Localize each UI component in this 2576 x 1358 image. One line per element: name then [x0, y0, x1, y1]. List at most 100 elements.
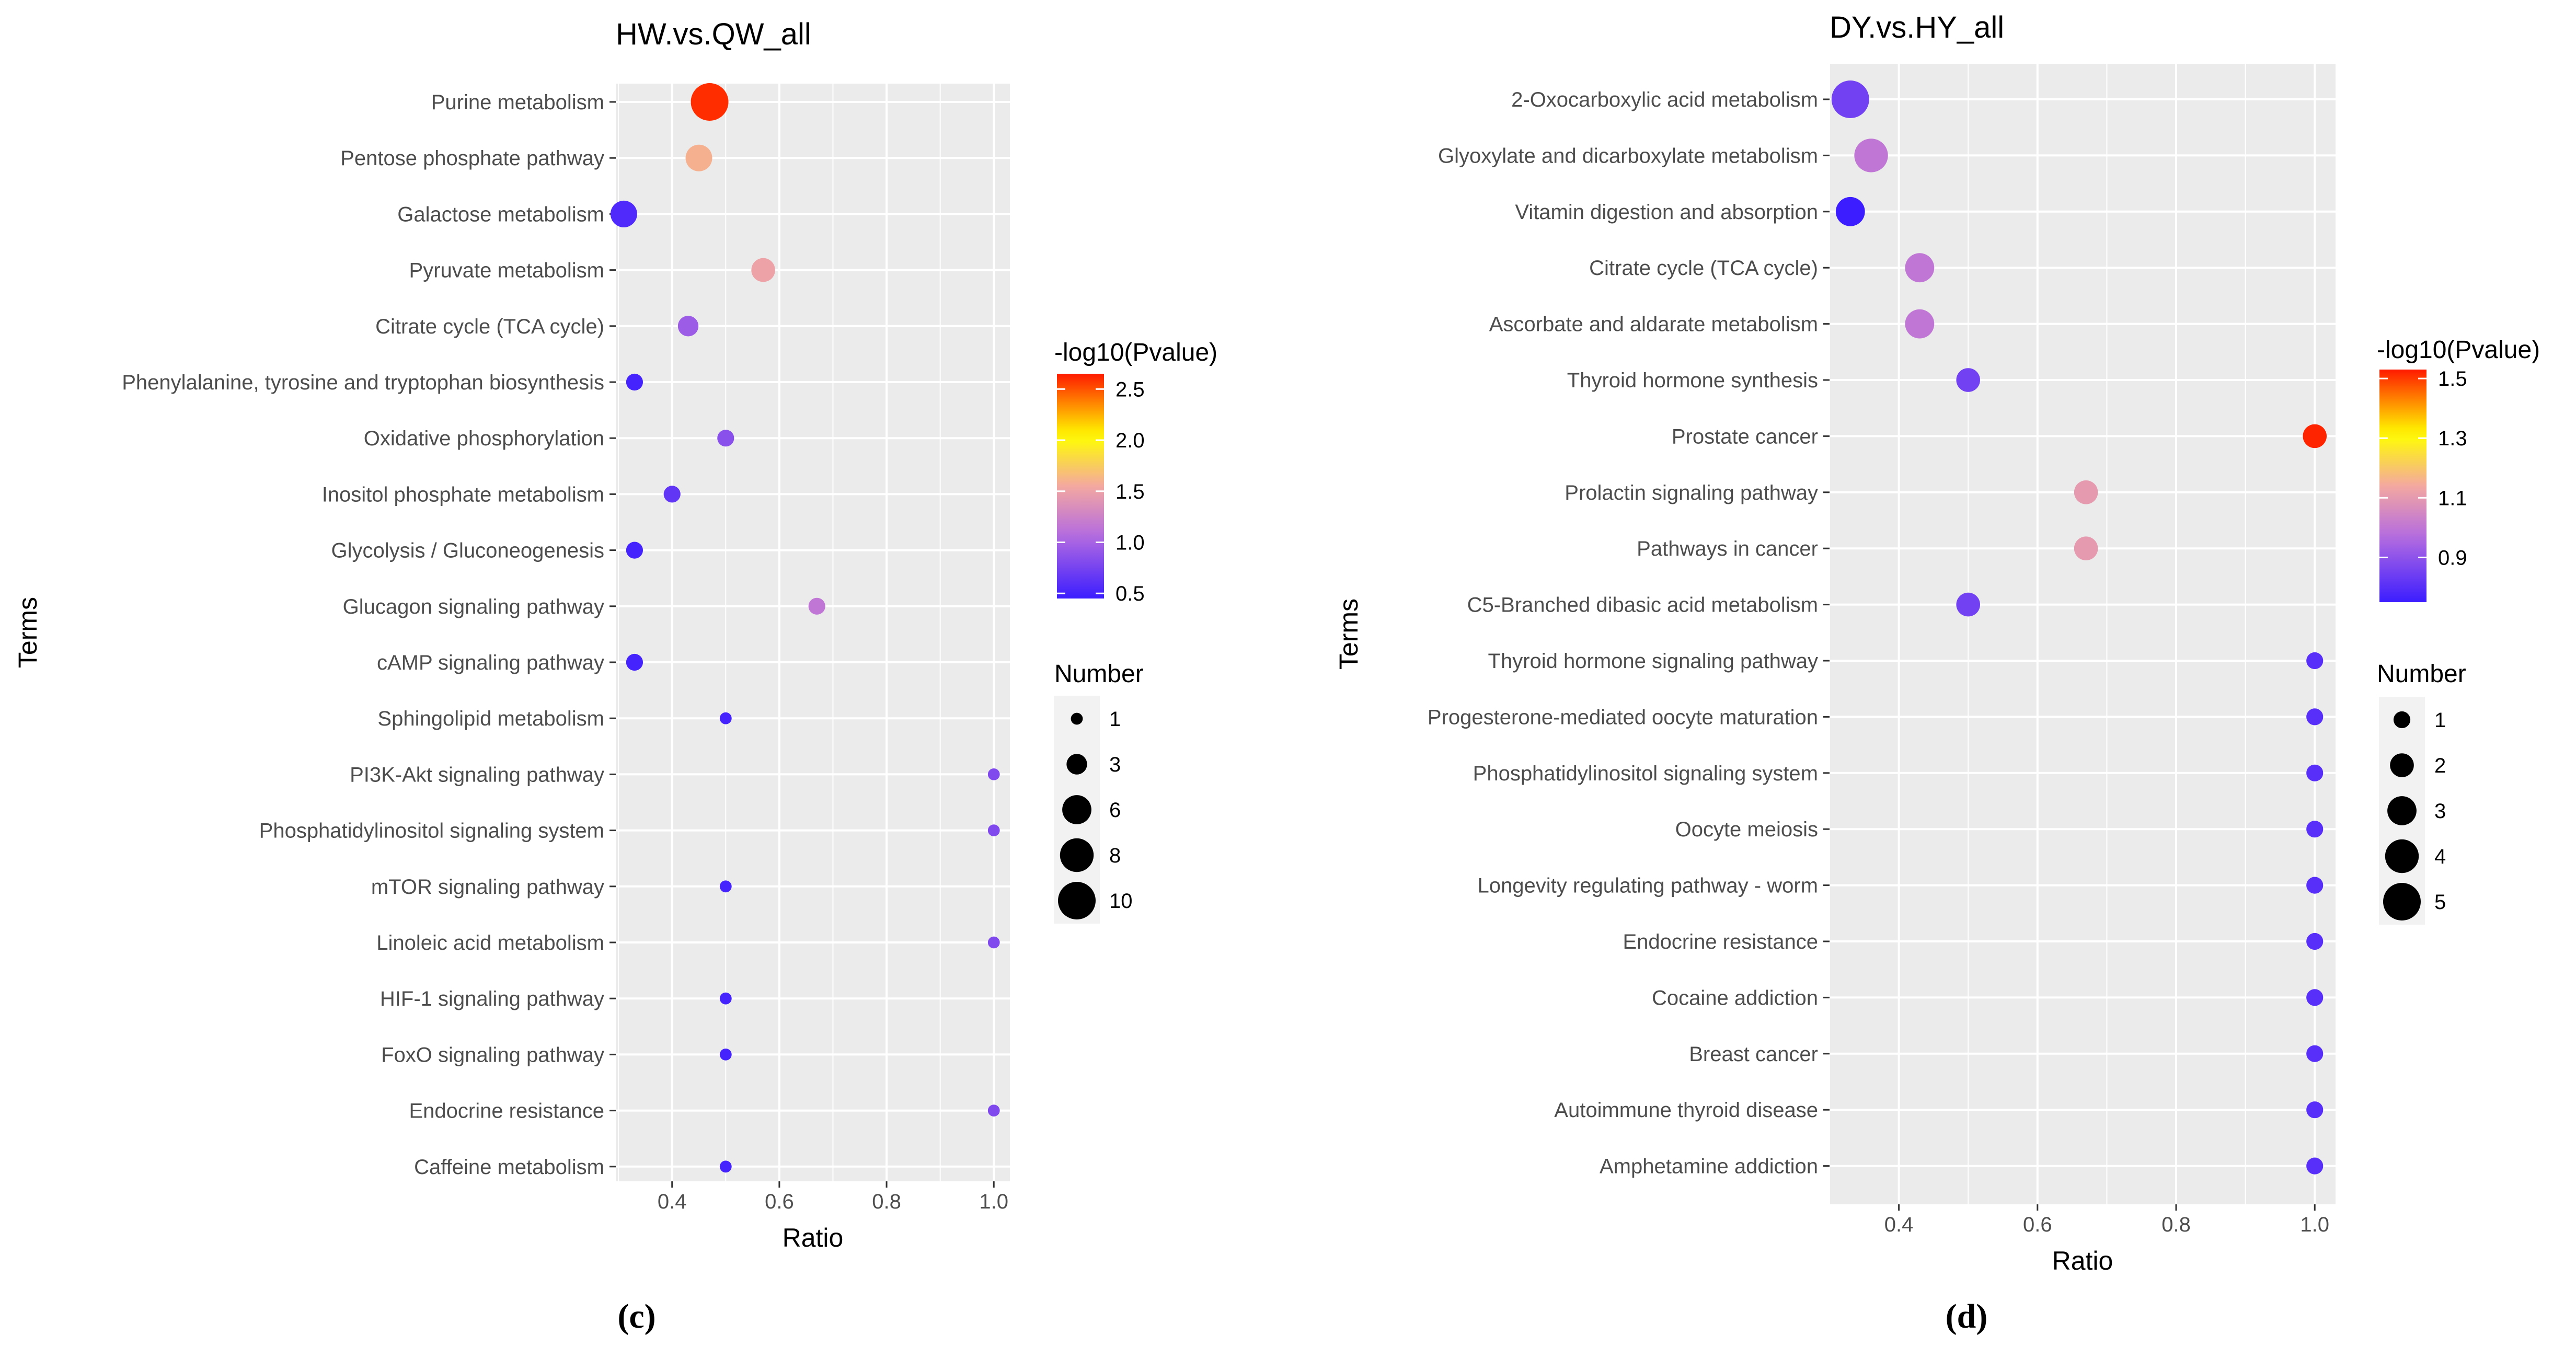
panel-d-data-point	[2306, 821, 2324, 838]
panel-d-data-point	[2306, 764, 2324, 781]
panel-d-data-point	[2306, 1157, 2324, 1175]
panel-d-data-point	[1905, 309, 1935, 339]
panel-d-y-tick-label: 2-Oxocarboxylic acid metabolism	[1511, 88, 1818, 111]
panel-d-data-point	[2306, 652, 2324, 670]
panel-d-y-tick-label: Prostate cancer	[1672, 425, 1818, 448]
panel-d-y-tick-label: Longevity regulating pathway - worm	[1478, 874, 1818, 897]
panel-c-caption: (c)	[617, 1297, 656, 1336]
panel-d-data-point	[2306, 708, 2324, 726]
panel-c-y-tick-label: FoxO signaling pathway	[381, 1043, 604, 1066]
panel-c-y-tick-label: Linoleic acid metabolism	[376, 931, 604, 954]
panel-d-color-bar	[2379, 370, 2426, 602]
panel-c-y-tick-label: Glycolysis / Gluconeogenesis	[331, 539, 604, 562]
panel-c-data-point	[808, 597, 825, 615]
panel-d-x-tick-label: 0.4	[1884, 1213, 1914, 1236]
panel-d-y-tick-label: Cocaine addiction	[1652, 986, 1818, 1009]
panel-d-y-tick-label: Autoimmune thyroid disease	[1554, 1099, 1818, 1122]
panel-d-data-point	[2306, 877, 2324, 894]
panel-d-size-legend-key	[2393, 711, 2411, 729]
panel-c-data-point	[626, 653, 643, 671]
panel-c-x-tick-label: 0.6	[765, 1190, 794, 1213]
panel-d-data-point	[2306, 989, 2324, 1006]
panel-c-plot-background	[616, 84, 1010, 1181]
panel-d-data-point	[1854, 139, 1888, 172]
panel-d-color-bar-tick-label: 0.9	[2438, 546, 2467, 569]
panel-d-size-legend-key	[2390, 753, 2414, 777]
panel-d-size-legend-label: 1	[2434, 709, 2446, 732]
panel-c-data-point	[719, 992, 732, 1005]
panel-c-size-legend-label: 3	[1109, 753, 1121, 776]
panel-c-data-point	[719, 880, 732, 893]
panel-c-size-legend-key	[1066, 754, 1087, 775]
panel-c-data-point	[719, 1049, 732, 1061]
panel-d-data-point	[1831, 80, 1869, 118]
panel-d-color-bar-tick-label: 1.5	[2438, 367, 2467, 390]
panel-c-y-tick-label: Citrate cycle (TCA cycle)	[375, 315, 604, 338]
panel-d-data-point	[2306, 1045, 2324, 1062]
panel-d-size-legend-key	[2385, 839, 2419, 873]
panel-c-color-bar-tick-label: 1.5	[1116, 480, 1145, 503]
panel-d-data-point	[2074, 480, 2098, 504]
panel-d-y-tick-label: Progesterone-mediated oocyte maturation	[1428, 706, 1818, 729]
panel-d-data-point	[2303, 424, 2327, 448]
panel-c-data-point	[610, 200, 637, 227]
panel-d-size-legend-key	[2383, 883, 2421, 920]
panel-c-y-tick-label: Pyruvate metabolism	[409, 259, 604, 282]
panel-c-data-point	[719, 1160, 732, 1173]
panel-c-data-point	[685, 144, 712, 171]
panel-d-y-tick-label: C5-Branched dibasic acid metabolism	[1467, 594, 1818, 617]
panel-d-y-axis-title: Terms	[1334, 599, 1363, 670]
panel-c-size-legend-label: 8	[1109, 844, 1121, 867]
panel-d-y-tick-label: Oocyte meiosis	[1675, 818, 1818, 841]
panel-c-data-point	[987, 1104, 1000, 1117]
panel-c-data-point	[987, 768, 1000, 780]
panel-d-color-bar-tick-label: 1.1	[2438, 487, 2467, 510]
panel-c-data-point	[751, 258, 775, 282]
panel-d-y-tick-label: Citrate cycle (TCA cycle)	[1589, 257, 1818, 280]
panel-d-size-legend-label: 2	[2434, 754, 2446, 777]
panel-d-size-legend-title: Number	[2377, 660, 2466, 688]
panel-c-y-tick-label: Sphingolipid metabolism	[377, 707, 604, 730]
panel-d-data-point	[2306, 933, 2324, 950]
panel-d-color-bar-tick-label: 1.3	[2438, 427, 2467, 450]
panel-c-y-tick-label: Phenylalanine, tyrosine and tryptophan b…	[122, 371, 604, 394]
panel-c-color-legend-title: -log10(Pvalue)	[1054, 339, 1217, 366]
panel-d-title: DY.vs.HY_all	[1830, 10, 2004, 44]
panel-d-data-point	[2306, 1101, 2324, 1119]
panel-c-y-tick-label: mTOR signaling pathway	[371, 876, 604, 899]
panel-c-data-point	[987, 824, 1000, 836]
panel-c-size-legend-key	[1060, 838, 1094, 872]
panel-c-data-point	[663, 486, 681, 503]
panel-c-x-tick-label: 0.4	[658, 1190, 687, 1213]
panel-c-x-tick-label: 1.0	[979, 1190, 1008, 1213]
panel-d-y-tick-label: Breast cancer	[1689, 1043, 1818, 1066]
panel-c-data-point	[691, 83, 729, 121]
panel-c-size-legend-label: 10	[1109, 890, 1133, 913]
panel-d-data-point	[1956, 368, 1981, 392]
panel-c-color-bar-tick-label: 2.0	[1116, 429, 1145, 452]
panel-d-y-tick-label: Endocrine resistance	[1623, 930, 1818, 953]
panel-c-color-bar-tick-label: 2.5	[1116, 378, 1145, 401]
panel-c-data-point	[719, 712, 732, 724]
panel-c-y-tick-label: Inositol phosphate metabolism	[322, 483, 604, 506]
panel-c-y-tick-label: PI3K-Akt signaling pathway	[350, 763, 604, 786]
panel-c-y-tick-label: Oxidative phosphorylation	[364, 427, 604, 450]
panel-d-x-tick-label: 0.8	[2161, 1213, 2191, 1236]
panel-d-x-axis-title: Ratio	[2052, 1246, 2113, 1275]
panel-d-data-point	[1905, 253, 1935, 283]
panel-d-y-tick-label: Thyroid hormone synthesis	[1567, 369, 1818, 392]
panel-d-color-legend-title: -log10(Pvalue)	[2377, 336, 2540, 364]
panel-d-data-point	[1956, 592, 1981, 617]
panel-d-y-tick-label: Prolactin signaling pathway	[1565, 481, 1818, 504]
panel-c-y-tick-label: Phosphatidylinositol signaling system	[259, 820, 604, 843]
panel-c-data-point	[626, 542, 643, 559]
panel-c-x-tick-label: 0.8	[872, 1190, 901, 1213]
panel-d-y-tick-label: Amphetamine addiction	[1600, 1155, 1818, 1178]
panel-c-y-tick-label: Pentose phosphate pathway	[340, 147, 604, 170]
panel-d-x-tick-label: 1.0	[2300, 1213, 2329, 1236]
panel-d-y-tick-label: Vitamin digestion and absorption	[1515, 201, 1818, 224]
panel-c-y-tick-label: Glucagon signaling pathway	[343, 595, 604, 618]
panel-c-size-legend-label: 1	[1109, 708, 1121, 731]
panel-d-size-legend-key	[2387, 796, 2417, 825]
